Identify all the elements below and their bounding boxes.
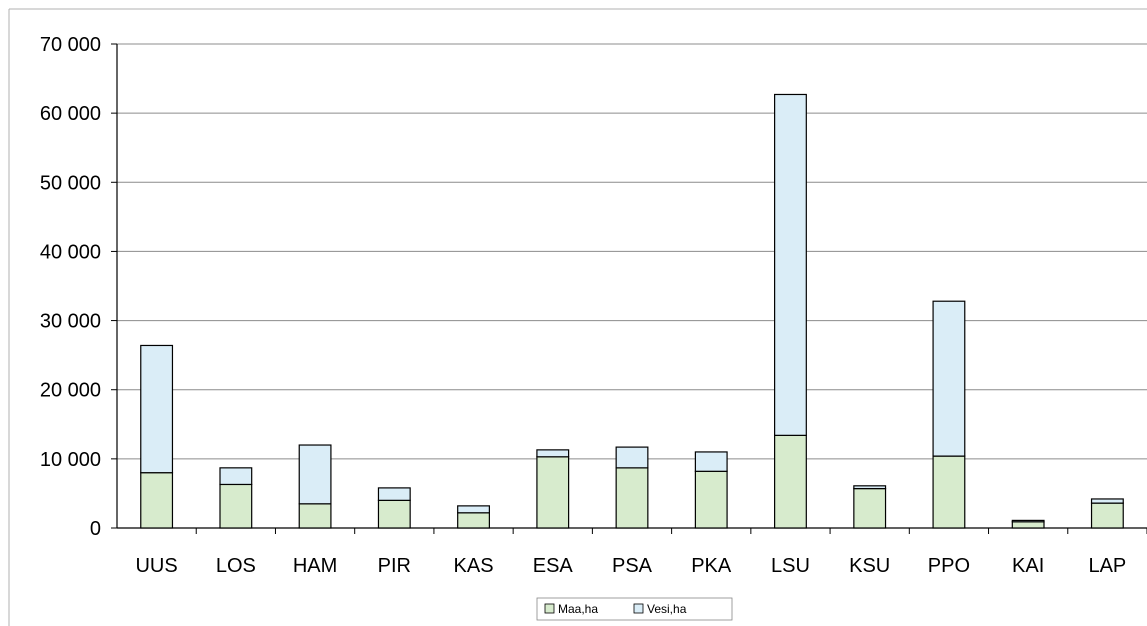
x-tick-label: PPO (928, 555, 970, 577)
y-tick-label: 0 (90, 518, 101, 540)
x-tick-label: LSU (771, 555, 810, 577)
bar-maa-psa (615, 467, 649, 529)
bar-vesi-ppo (932, 300, 966, 457)
x-tick-label: UUS (135, 555, 177, 577)
bar-maa-ppo (932, 455, 966, 529)
bar-vesi-pir (377, 487, 411, 501)
x-tick-label: HAM (293, 555, 337, 577)
legend: Maa,ha Vesi,ha (536, 597, 733, 621)
x-tick-label: ESA (533, 555, 574, 577)
gridlines (117, 43, 1147, 460)
bar-vesi-lap (1090, 498, 1124, 504)
y-tick-label: 10 000 (40, 449, 101, 471)
legend-label-vesi: Vesi,ha (647, 602, 687, 616)
bar-vesi-kai (1011, 519, 1045, 523)
y-tick-label: 20 000 (40, 380, 101, 402)
bar-maa-esa (536, 456, 570, 529)
x-tick-label: PSA (612, 555, 653, 577)
y-tick-label: 30 000 (40, 311, 101, 333)
bar-vesi-ksu (853, 485, 887, 490)
x-tick-label: KAS (454, 555, 494, 577)
bar-vesi-ham (298, 444, 332, 505)
bar-vesi-lsu (774, 93, 807, 436)
tick-labels: 0 10 000 20 000 30 000 40 000 50 000 60 000 70 … (40, 34, 1126, 577)
x-tick-label: PIR (378, 555, 411, 577)
legend-swatch-vesi (633, 603, 644, 614)
bar-vesi-kas (457, 505, 490, 514)
bar-maa-lsu (774, 434, 807, 529)
bar-maa-los (219, 483, 253, 529)
bar-maa-pka (694, 470, 728, 529)
bar-maa-ksu (853, 487, 887, 529)
x-tick-label: LOS (216, 555, 256, 577)
x-tick-label: KSU (849, 555, 890, 577)
legend-label-maa: Maa,ha (558, 602, 598, 616)
bar-maa-ham (298, 503, 332, 529)
bar-maa-uus (140, 472, 174, 529)
bar-vesi-psa (615, 446, 649, 469)
x-tick-label: KAI (1012, 555, 1044, 577)
bars (140, 93, 1124, 529)
bar-maa-kas (457, 512, 490, 529)
bar-maa-kai (1011, 521, 1045, 529)
bar-maa-pir (377, 499, 411, 529)
axes (8, 8, 1147, 626)
bar-maa-lap (1090, 502, 1124, 529)
y-tick-label: 60 000 (40, 103, 101, 125)
bar-vesi-pka (694, 451, 728, 472)
y-tick-label: 70 000 (40, 34, 101, 56)
bar-vesi-los (219, 467, 253, 486)
y-tick-label: 40 000 (40, 241, 101, 263)
x-tick-label: PKA (691, 555, 732, 577)
bar-vesi-uus (140, 344, 174, 474)
x-tick-label: LAP (1088, 555, 1126, 577)
bar-vesi-esa (536, 449, 570, 458)
y-tick-label: 50 000 (40, 172, 101, 194)
legend-swatch-maa (544, 603, 555, 614)
